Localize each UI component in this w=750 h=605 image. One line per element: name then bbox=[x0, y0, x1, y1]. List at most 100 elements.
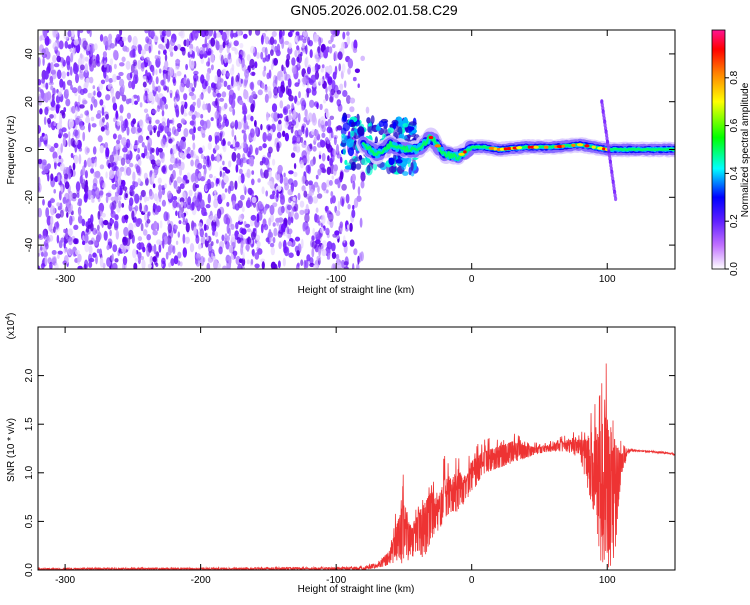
noise-cell bbox=[296, 100, 301, 106]
noise-cell bbox=[153, 127, 156, 134]
noise-cell bbox=[219, 170, 222, 178]
noise-cell bbox=[311, 112, 316, 123]
snr-y-tick-label: 2.0 bbox=[24, 368, 35, 382]
noise-cell bbox=[113, 153, 119, 163]
noise-cell bbox=[155, 262, 159, 267]
noise-cell bbox=[114, 258, 119, 263]
noise-cell bbox=[137, 127, 143, 133]
noise-cell bbox=[293, 163, 297, 170]
noise-cell bbox=[172, 76, 176, 84]
noise-cell bbox=[283, 172, 286, 178]
noise-cell bbox=[39, 35, 43, 42]
noise-cell bbox=[296, 45, 300, 51]
noise-cell bbox=[286, 234, 292, 239]
noise-cell bbox=[105, 171, 108, 179]
noise-cell bbox=[281, 64, 284, 72]
noise-cell bbox=[323, 99, 327, 104]
colorbar-label: Normalized spectral amplitude bbox=[740, 82, 750, 217]
noise-cell bbox=[62, 136, 67, 147]
noise-cell bbox=[337, 51, 343, 61]
noise-cell bbox=[222, 160, 225, 166]
noise-cell bbox=[166, 86, 169, 93]
noise-cell bbox=[216, 117, 220, 127]
noise-cell bbox=[166, 235, 172, 246]
noise-cell bbox=[273, 86, 279, 96]
noise-cell bbox=[297, 192, 301, 201]
noise-cell bbox=[78, 70, 85, 80]
noise-cell bbox=[44, 139, 48, 147]
noise-cell bbox=[292, 196, 296, 202]
noise-cell bbox=[226, 201, 230, 207]
noise-cell bbox=[264, 47, 268, 58]
noise-cell bbox=[92, 227, 98, 235]
noise-cell bbox=[168, 244, 174, 253]
noise-cell bbox=[155, 119, 160, 125]
noise-cell bbox=[54, 176, 59, 183]
noise-cell bbox=[99, 176, 104, 187]
noise-cell bbox=[197, 191, 201, 201]
noise-cell bbox=[272, 190, 276, 196]
noise-cell bbox=[139, 202, 143, 213]
noise-cell bbox=[270, 261, 276, 269]
transition-cell bbox=[342, 148, 346, 156]
noise-cell bbox=[186, 38, 190, 48]
noise-cell bbox=[180, 104, 185, 115]
noise-cell bbox=[153, 244, 157, 255]
noise-cell bbox=[338, 63, 342, 72]
noise-cell bbox=[141, 259, 146, 269]
noise-cell bbox=[194, 30, 199, 39]
noise-cell bbox=[116, 33, 121, 41]
noise-cell bbox=[180, 118, 186, 124]
noise-cell bbox=[214, 231, 219, 238]
noise-cell bbox=[201, 120, 208, 131]
noise-cell bbox=[207, 193, 211, 204]
noise-cell bbox=[140, 62, 146, 69]
signal-hotspot bbox=[543, 145, 549, 149]
noise-cell bbox=[53, 121, 57, 127]
noise-cell bbox=[250, 258, 254, 265]
noise-cell bbox=[330, 34, 334, 43]
noise-cell bbox=[301, 43, 305, 49]
noise-cell bbox=[222, 41, 226, 49]
noise-cell bbox=[305, 259, 309, 269]
noise-cell bbox=[247, 236, 252, 245]
noise-cell bbox=[321, 64, 325, 69]
noise-cell bbox=[155, 251, 159, 257]
noise-cell bbox=[343, 266, 349, 269]
noise-cell bbox=[83, 159, 87, 168]
noise-cell bbox=[79, 113, 84, 119]
noise-cell bbox=[313, 129, 319, 137]
noise-cell bbox=[231, 128, 235, 138]
noise-cell bbox=[99, 34, 104, 42]
noise-cell bbox=[311, 235, 315, 242]
noise-cell bbox=[273, 39, 277, 45]
noise-cell bbox=[163, 73, 167, 81]
noise-cell bbox=[47, 173, 50, 182]
noise-cell bbox=[314, 63, 319, 72]
noise-cell bbox=[284, 40, 290, 46]
spectrogram-signal-band bbox=[356, 99, 675, 202]
noise-cell bbox=[331, 251, 337, 259]
snr-y-tick-label: 0.0 bbox=[24, 563, 35, 577]
noise-cell bbox=[158, 193, 162, 203]
noise-cell bbox=[195, 257, 201, 267]
noise-cell bbox=[187, 146, 191, 152]
noise-cell bbox=[215, 178, 220, 185]
noise-cell bbox=[63, 173, 69, 180]
noise-cell bbox=[78, 208, 81, 218]
noise-cell bbox=[193, 226, 197, 236]
noise-cell bbox=[81, 218, 86, 227]
noise-cell bbox=[158, 68, 162, 74]
noise-cell bbox=[99, 257, 104, 268]
noise-cell bbox=[337, 200, 341, 211]
noise-cell bbox=[112, 244, 118, 253]
noise-cell bbox=[143, 172, 148, 180]
noise-cell bbox=[302, 38, 307, 44]
noise-cell bbox=[38, 79, 42, 86]
transition-cell bbox=[341, 134, 348, 144]
noise-cell bbox=[60, 186, 64, 193]
noise-cell bbox=[57, 174, 61, 184]
noise-cell bbox=[102, 219, 109, 226]
spectrogram-y-tick-label: -40 bbox=[24, 237, 35, 252]
noise-cell bbox=[173, 45, 178, 52]
